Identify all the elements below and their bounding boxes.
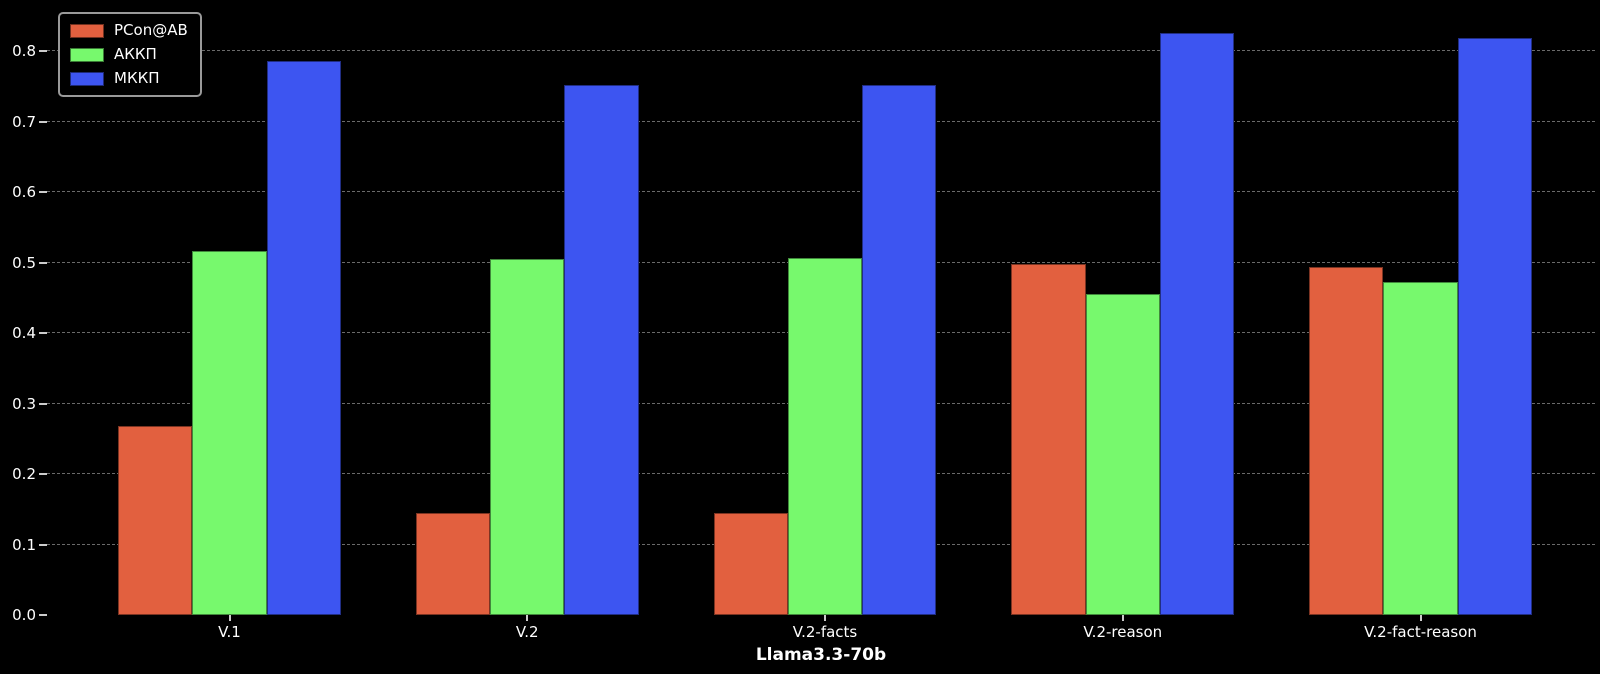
y-tick-mark — [39, 332, 47, 334]
y-tick-label: 0.4 — [12, 324, 36, 342]
y-tick-mark — [39, 473, 47, 475]
y-tick-label: 0.6 — [12, 183, 36, 201]
bar-АККП-V.2-facts — [787, 258, 863, 615]
x-tick-mark — [824, 615, 826, 621]
x-tick-mark — [526, 615, 529, 621]
y-tick-label: 0.1 — [12, 535, 36, 554]
plot-area — [47, 8, 1595, 615]
x-tick-label: V.2 — [515, 623, 539, 641]
y-tick-label: 0.0 — [12, 606, 36, 624]
bar-PCon@AB-V.2-reason — [1011, 263, 1086, 615]
legend-label: PCon@AB — [114, 21, 188, 39]
legend-swatch-PCon@AB — [70, 23, 104, 38]
x-axis-label: Llama3.3-70b — [755, 645, 887, 665]
bar-PCon@AB-V.2-facts — [713, 512, 788, 615]
x-tick-label: V.1 — [218, 623, 241, 641]
y-tick-label: 0.3 — [12, 394, 36, 413]
bar-АККП-V.2 — [490, 258, 565, 615]
legend-swatch-АККП — [70, 47, 104, 62]
gridline — [47, 50, 1595, 52]
legend-label: АККП — [114, 45, 157, 63]
y-tick-mark — [39, 261, 47, 264]
bar-АККП-V.2-fact-reason — [1383, 282, 1458, 615]
legend-swatch-МККП — [70, 71, 104, 86]
x-tick-label: V.2-facts — [792, 623, 858, 641]
bar-АККП-V.2-reason — [1085, 294, 1160, 615]
x-tick-mark — [1419, 615, 1422, 621]
y-tick-label: 0.2 — [12, 465, 36, 483]
legend-item: АККП — [70, 46, 188, 63]
bar-АККП-V.1 — [192, 250, 267, 615]
y-tick-label: 0.7 — [12, 112, 36, 131]
bar-PCon@AB-V.2-fact-reason — [1309, 267, 1384, 615]
legend-item: PCon@AB — [70, 22, 188, 39]
y-tick-mark — [39, 191, 47, 193]
legend-label: МККП — [114, 69, 160, 87]
x-tick-mark — [228, 615, 231, 621]
y-tick-mark — [39, 50, 47, 52]
bar-PCon@AB-V.2 — [415, 512, 491, 615]
x-tick-label: V.2-reason — [1083, 623, 1163, 641]
bar-МККП-V.2 — [564, 84, 639, 615]
y-tick-mark — [39, 614, 47, 616]
x-tick-label: V.2-fact-reason — [1364, 623, 1477, 641]
y-tick-label: 0.8 — [12, 42, 36, 60]
bar-МККП-V.2-reason — [1159, 32, 1235, 615]
y-tick-mark — [39, 543, 47, 546]
y-tick-mark — [39, 120, 47, 123]
bar-МККП-V.2-facts — [862, 84, 937, 615]
y-tick-label: 0.5 — [12, 253, 36, 272]
legend-item: МККП — [70, 70, 188, 87]
y-tick-mark — [39, 402, 47, 405]
gridline — [47, 120, 1595, 122]
gridline — [47, 191, 1595, 193]
x-tick-mark — [1121, 615, 1124, 621]
legend: PCon@AB АККП МККП — [58, 12, 202, 97]
bar-МККП-V.2-fact-reason — [1457, 37, 1532, 615]
bar-МККП-V.1 — [266, 60, 341, 615]
bar-PCon@AB-V.1 — [118, 426, 193, 615]
